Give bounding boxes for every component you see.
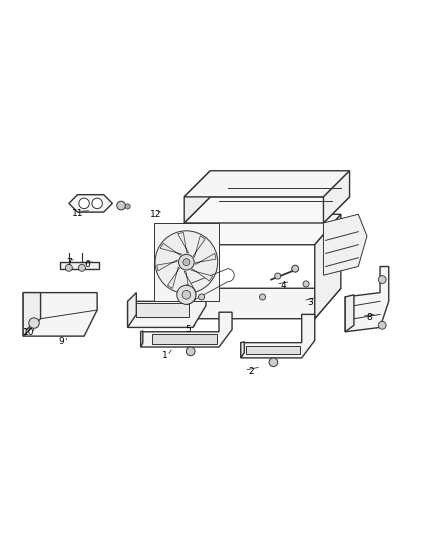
Circle shape [117, 201, 125, 210]
Circle shape [78, 264, 85, 271]
Circle shape [177, 285, 196, 304]
Polygon shape [136, 303, 188, 317]
Polygon shape [184, 197, 350, 223]
Polygon shape [160, 243, 182, 255]
Polygon shape [154, 223, 219, 301]
Text: 10: 10 [23, 328, 34, 337]
Circle shape [92, 198, 102, 208]
Polygon shape [177, 232, 189, 253]
Circle shape [259, 294, 265, 300]
Circle shape [125, 204, 130, 209]
Polygon shape [184, 171, 350, 197]
Polygon shape [60, 262, 99, 269]
Polygon shape [323, 171, 350, 223]
Text: 8: 8 [366, 313, 372, 322]
Text: 9: 9 [59, 337, 64, 346]
Text: 1: 1 [162, 351, 167, 360]
Polygon shape [191, 269, 213, 281]
Circle shape [182, 290, 191, 299]
Polygon shape [184, 271, 195, 292]
Text: 11: 11 [72, 209, 83, 218]
Circle shape [65, 264, 72, 271]
Text: 3: 3 [307, 298, 313, 306]
Circle shape [378, 276, 386, 284]
Circle shape [269, 358, 278, 367]
Polygon shape [141, 331, 143, 347]
Polygon shape [167, 288, 341, 319]
Text: 4: 4 [281, 281, 286, 290]
Circle shape [155, 231, 218, 294]
Polygon shape [246, 346, 300, 354]
Polygon shape [195, 253, 216, 264]
Text: 5: 5 [186, 325, 191, 334]
Circle shape [275, 273, 281, 279]
Polygon shape [127, 262, 206, 327]
Circle shape [29, 318, 39, 328]
Text: 7: 7 [66, 257, 72, 266]
Circle shape [183, 259, 190, 265]
Polygon shape [345, 266, 389, 332]
Circle shape [186, 347, 195, 356]
Polygon shape [23, 293, 97, 336]
Text: 2: 2 [249, 367, 254, 376]
Polygon shape [167, 267, 180, 288]
Circle shape [179, 254, 194, 270]
Polygon shape [157, 260, 177, 271]
Polygon shape [23, 293, 41, 336]
Text: 12: 12 [150, 210, 162, 219]
Polygon shape [152, 334, 217, 344]
Text: 6: 6 [85, 260, 90, 269]
Polygon shape [167, 214, 341, 245]
Polygon shape [167, 214, 193, 319]
Circle shape [198, 294, 205, 300]
Circle shape [79, 198, 89, 208]
Polygon shape [241, 314, 315, 358]
Polygon shape [193, 236, 205, 257]
Circle shape [292, 265, 299, 272]
Polygon shape [127, 293, 136, 327]
Polygon shape [345, 295, 354, 332]
Circle shape [378, 321, 386, 329]
Polygon shape [184, 171, 210, 223]
Polygon shape [315, 214, 341, 319]
Polygon shape [69, 195, 113, 212]
Polygon shape [241, 342, 244, 358]
Polygon shape [323, 214, 367, 275]
Circle shape [303, 281, 309, 287]
Polygon shape [141, 312, 232, 347]
